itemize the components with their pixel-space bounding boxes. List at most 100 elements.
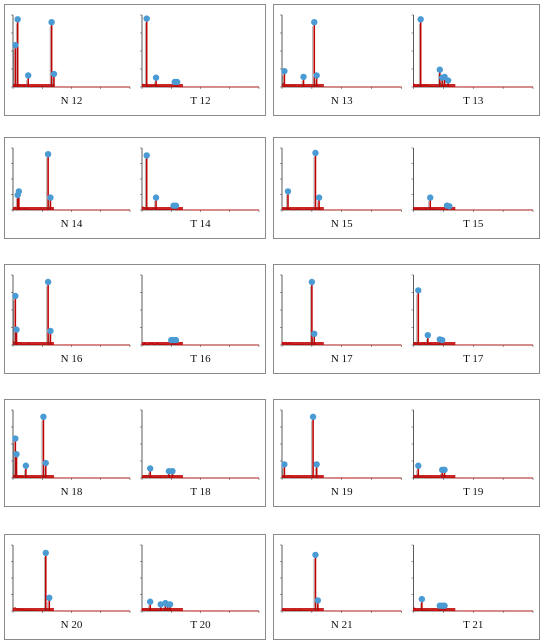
trace-band: [282, 475, 324, 478]
trace-band: [142, 608, 183, 611]
peak-marker: [143, 152, 150, 159]
peak-marker: [172, 336, 180, 344]
peak-marker: [311, 19, 318, 26]
peak-marker: [48, 19, 55, 26]
normal-trace-plot: [11, 147, 131, 212]
normal-sample-label: N 14: [60, 218, 83, 230]
tumor-trace-plot: [140, 544, 260, 613]
normal-trace-plot: [11, 409, 131, 480]
tumor-trace-plot: [411, 14, 534, 89]
chromatogram-panel-5: N 16 T 16: [4, 264, 266, 374]
peak-marker: [444, 77, 452, 84]
tumor-sample-label: T 12: [190, 95, 211, 107]
peak-marker: [42, 459, 49, 467]
peak-marker: [152, 74, 160, 81]
peak-marker: [22, 462, 30, 469]
peak-marker: [313, 72, 320, 79]
peak-marker: [314, 597, 322, 604]
trace-band: [413, 207, 456, 210]
peak-marker: [438, 336, 446, 344]
peak-marker: [313, 461, 320, 468]
normal-trace-plot: [280, 544, 402, 613]
peak-marker: [12, 435, 19, 442]
normal-sample-label: N 18: [60, 486, 83, 498]
peak-marker: [169, 468, 176, 475]
normal-trace-plot: [11, 14, 131, 89]
tumor-trace-plot: [411, 147, 534, 212]
normal-trace-plot: [280, 274, 402, 347]
peak-marker: [42, 549, 49, 557]
peak-marker: [44, 151, 52, 158]
normal-sample-label: N 15: [330, 218, 353, 230]
peak-marker: [441, 466, 448, 474]
peak-marker: [436, 66, 443, 73]
panel-svg: [11, 147, 260, 212]
normal-trace-plot: [11, 544, 131, 613]
normal-sample-label: N 17: [330, 353, 353, 365]
peak-marker: [50, 70, 58, 78]
peak-marker: [415, 287, 422, 294]
peak-marker: [143, 15, 150, 22]
peak-marker: [281, 67, 288, 75]
peak-marker: [12, 292, 19, 300]
tumor-sample-label: T 16: [190, 353, 211, 365]
chromatogram-panel-2: N 13 T 13: [273, 4, 540, 116]
peak-marker: [312, 551, 319, 559]
panel-svg: [11, 274, 260, 347]
trace-band: [13, 475, 54, 478]
trace-band: [142, 475, 183, 478]
tumor-sample-label: T 14: [190, 218, 211, 230]
peak-marker: [312, 149, 319, 157]
peak-marker: [415, 462, 422, 469]
peak-marker: [47, 327, 54, 335]
normal-sample-label: N 16: [60, 353, 83, 365]
normal-sample-label: N 13: [330, 95, 353, 107]
peak-marker: [309, 413, 317, 420]
tumor-trace-plot: [411, 544, 534, 613]
peak-marker: [152, 194, 160, 201]
trace-band: [413, 342, 456, 345]
peak-marker: [25, 72, 32, 79]
peak-marker: [14, 191, 21, 199]
panel-svg: [280, 147, 534, 212]
trace-band: [13, 84, 54, 87]
tumor-sample-label: T 18: [190, 486, 211, 498]
peak-marker: [427, 194, 434, 201]
panel-svg: [11, 14, 260, 89]
trace-band: [413, 84, 456, 87]
chromatogram-panel-4: N 15 T 15: [273, 137, 540, 239]
peak-marker: [44, 278, 52, 286]
tumor-sample-label: T 21: [463, 619, 484, 631]
peak-marker: [284, 188, 292, 195]
peak-marker: [315, 194, 323, 201]
trace-band: [282, 207, 324, 210]
peak-marker: [47, 194, 54, 201]
trace-band: [13, 342, 54, 345]
trace-band: [413, 475, 456, 478]
chromatogram-panel-8: N 19 T 19: [273, 399, 540, 507]
chromatogram-panel-3: N 14 T 14: [4, 137, 266, 239]
tumor-trace-plot: [411, 274, 534, 347]
peak-marker: [166, 601, 174, 608]
chromatogram-panel-6: N 17 T 17: [273, 264, 540, 374]
normal-sample-label: N 19: [330, 486, 353, 498]
peak-marker: [441, 602, 448, 609]
normal-trace-plot: [280, 409, 402, 480]
peak-marker: [146, 598, 154, 605]
trace-band: [142, 342, 183, 345]
peak-marker: [308, 278, 316, 286]
normal-sample-label: N 20: [60, 619, 83, 631]
peak-marker: [172, 202, 180, 209]
peak-marker: [300, 73, 307, 81]
tumor-sample-label: T 19: [463, 486, 484, 498]
trace-band: [142, 84, 183, 87]
chromatogram-panel-10: N 21 T 21: [273, 534, 540, 640]
peak-marker: [424, 332, 432, 339]
panel-svg: [280, 14, 534, 89]
trace-band: [282, 608, 324, 611]
peak-marker: [281, 461, 288, 468]
trace-band: [13, 608, 54, 611]
tumor-sample-label: T 20: [190, 619, 211, 631]
tumor-sample-label: T 17: [463, 353, 484, 365]
tumor-sample-label: T 13: [463, 95, 484, 107]
